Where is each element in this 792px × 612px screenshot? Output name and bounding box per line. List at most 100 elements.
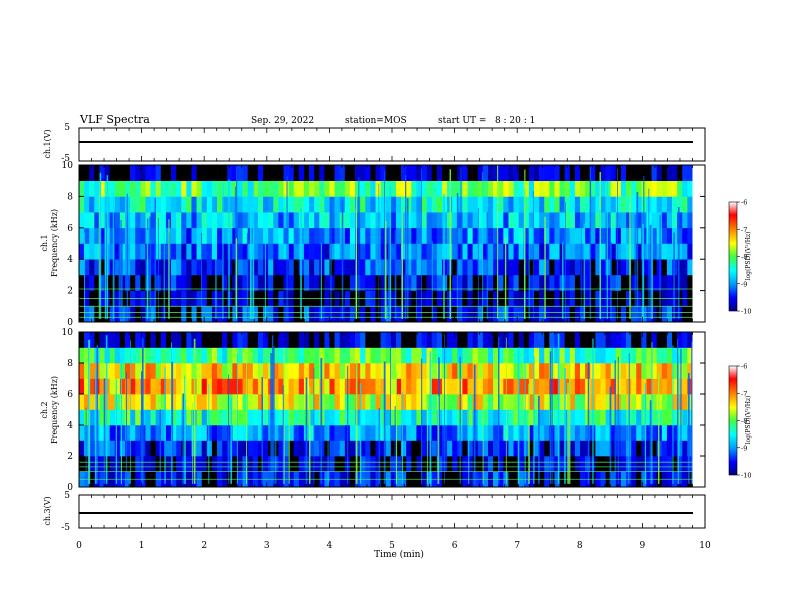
ch2-spectral-cell — [401, 456, 407, 472]
ch1-spectral-cell — [140, 165, 146, 181]
ch1-spectral-cell — [329, 196, 335, 213]
ch1-spectral-cell — [201, 212, 208, 229]
ch1-spectral-cell — [666, 212, 673, 229]
ch2-spectral-cell — [518, 363, 525, 379]
ch1-spectral-cell — [452, 274, 458, 291]
ch1-spectral-cell — [585, 180, 591, 197]
ch2-spectral-cell — [401, 378, 407, 395]
ch1-spectral-cell — [411, 180, 417, 197]
ch2-spectral-cell — [176, 378, 182, 395]
ch1-spectral-cell — [406, 227, 412, 244]
ch2-spectral-cell — [242, 378, 248, 395]
ch2-spectral-cell — [334, 363, 341, 379]
ch1-spectral-cell — [493, 180, 499, 197]
ch2-spectral-cell — [487, 363, 494, 379]
ch1-spectral-cell — [431, 180, 438, 197]
ch2-spectral-cell — [523, 347, 530, 364]
ch2-spectral-cell — [508, 456, 514, 472]
ch2-spectral-cell — [401, 363, 407, 379]
ch2-spectral-cell — [544, 456, 550, 472]
ch2-spectral-cell — [482, 347, 489, 364]
ch1-spectral-cell — [626, 165, 632, 181]
ch1-spectral-cell — [211, 306, 218, 323]
ch1-spectral-cell — [309, 243, 315, 260]
ch1-spectral-cell — [227, 180, 233, 197]
ch2-spectral-cell — [324, 378, 330, 395]
ch1-spectral-cell — [319, 274, 325, 291]
ch1-spectral-cell — [380, 259, 387, 276]
ch1-spectral-cell — [574, 165, 581, 181]
ch2-spectral-cell — [406, 363, 412, 379]
ch2-spectral-cell — [641, 409, 647, 426]
ch1-spectral-cell — [227, 165, 233, 181]
ch2-spectral-cell — [518, 378, 525, 395]
ch1-spectral-cell — [610, 212, 617, 229]
ch1-spectral-cell — [293, 259, 300, 276]
ch2-spectral-cell — [426, 332, 433, 348]
ch1-spectral-cell — [160, 180, 167, 197]
ch1-spectral-cell — [130, 180, 136, 197]
ch2-spectral-cell — [395, 363, 402, 379]
ch1-spectral-cell — [482, 196, 489, 213]
ch2-spectral-cell — [293, 347, 300, 364]
ch1-spectral-cell — [528, 259, 535, 276]
ch1-spectral-cell — [135, 306, 141, 323]
ch1-spectral-cell — [416, 212, 422, 229]
ch1-spectral-cell — [176, 196, 182, 213]
ch1-spectral-cell — [395, 243, 402, 260]
ch2-spectral-cell — [682, 363, 688, 379]
ch1-spectral-cell — [84, 212, 90, 229]
ch2-spectral-cell — [447, 440, 453, 457]
ch1-spectral-cell — [298, 180, 305, 197]
ch1-spectral-cell — [666, 196, 673, 213]
ch2-spectral-cell — [263, 332, 269, 348]
ch2-spectral-cell — [211, 378, 218, 395]
ch2-spectral-cell — [206, 394, 213, 410]
ch2-spectral-cell — [610, 394, 617, 410]
ch2-spectral-cell — [687, 378, 693, 395]
ch2-spectral-cell — [487, 332, 494, 348]
ch2-spectral-cell — [672, 456, 678, 472]
ch2-spectral-cell — [186, 378, 192, 395]
ch1-spectral-cell — [457, 274, 463, 291]
ch2-spectral-cell — [237, 394, 243, 410]
ch2-spectral-cell — [355, 425, 361, 441]
ch1-spectral-cell — [84, 165, 90, 181]
ch2-spectral-cell — [390, 409, 397, 426]
ch2-spectral-cell — [324, 440, 330, 457]
ch2-spectral-cell — [411, 425, 417, 441]
ch2-spectral-cell — [401, 347, 407, 364]
ch2-spectral-cell — [273, 378, 279, 395]
ch2-spectral-cell — [278, 440, 284, 457]
ch1-spectral-cell — [682, 274, 688, 291]
ch1-spectral-cell — [682, 180, 688, 197]
ch1-spectral-cell — [600, 180, 606, 197]
ch2-spectral-cell — [247, 440, 254, 457]
ch2-spectral-cell — [303, 332, 310, 348]
ch2-spectral-cell — [631, 409, 637, 426]
ch1-spectral-cell — [651, 165, 657, 181]
ch1-spectral-cell — [605, 196, 611, 213]
ch2-spectral-cell — [119, 425, 126, 441]
ch1-spectral-cell — [370, 274, 376, 291]
ch2-spectral-cell — [585, 332, 591, 348]
ch1-spectral-cell — [319, 180, 325, 197]
ch2-spectral-cell — [201, 332, 208, 348]
ch1-spectral-cell — [477, 243, 484, 260]
ch1-spectral-cell — [666, 227, 673, 244]
ch1-spectral-cell — [293, 212, 300, 229]
ch1-spectral-cell — [263, 227, 269, 244]
ch1-spectral-cell — [401, 227, 407, 244]
ch2-spectral-cell — [314, 425, 320, 441]
ch1-spectral-cell — [130, 274, 136, 291]
ch1-spectral-cell — [564, 180, 571, 197]
ch2-spectral-cell — [309, 394, 315, 410]
ch1-spectral-cell — [380, 227, 387, 244]
ch1-spectral-cell — [125, 180, 131, 197]
ch1-spectral-cell — [580, 196, 586, 213]
ch1-spectral-cell — [395, 180, 402, 197]
ch2-spectral-cell — [631, 440, 637, 457]
ch1-spectral-cell — [544, 180, 550, 197]
ch2-spectral-cell — [370, 363, 376, 379]
ch2-spectral-cell — [482, 394, 489, 410]
